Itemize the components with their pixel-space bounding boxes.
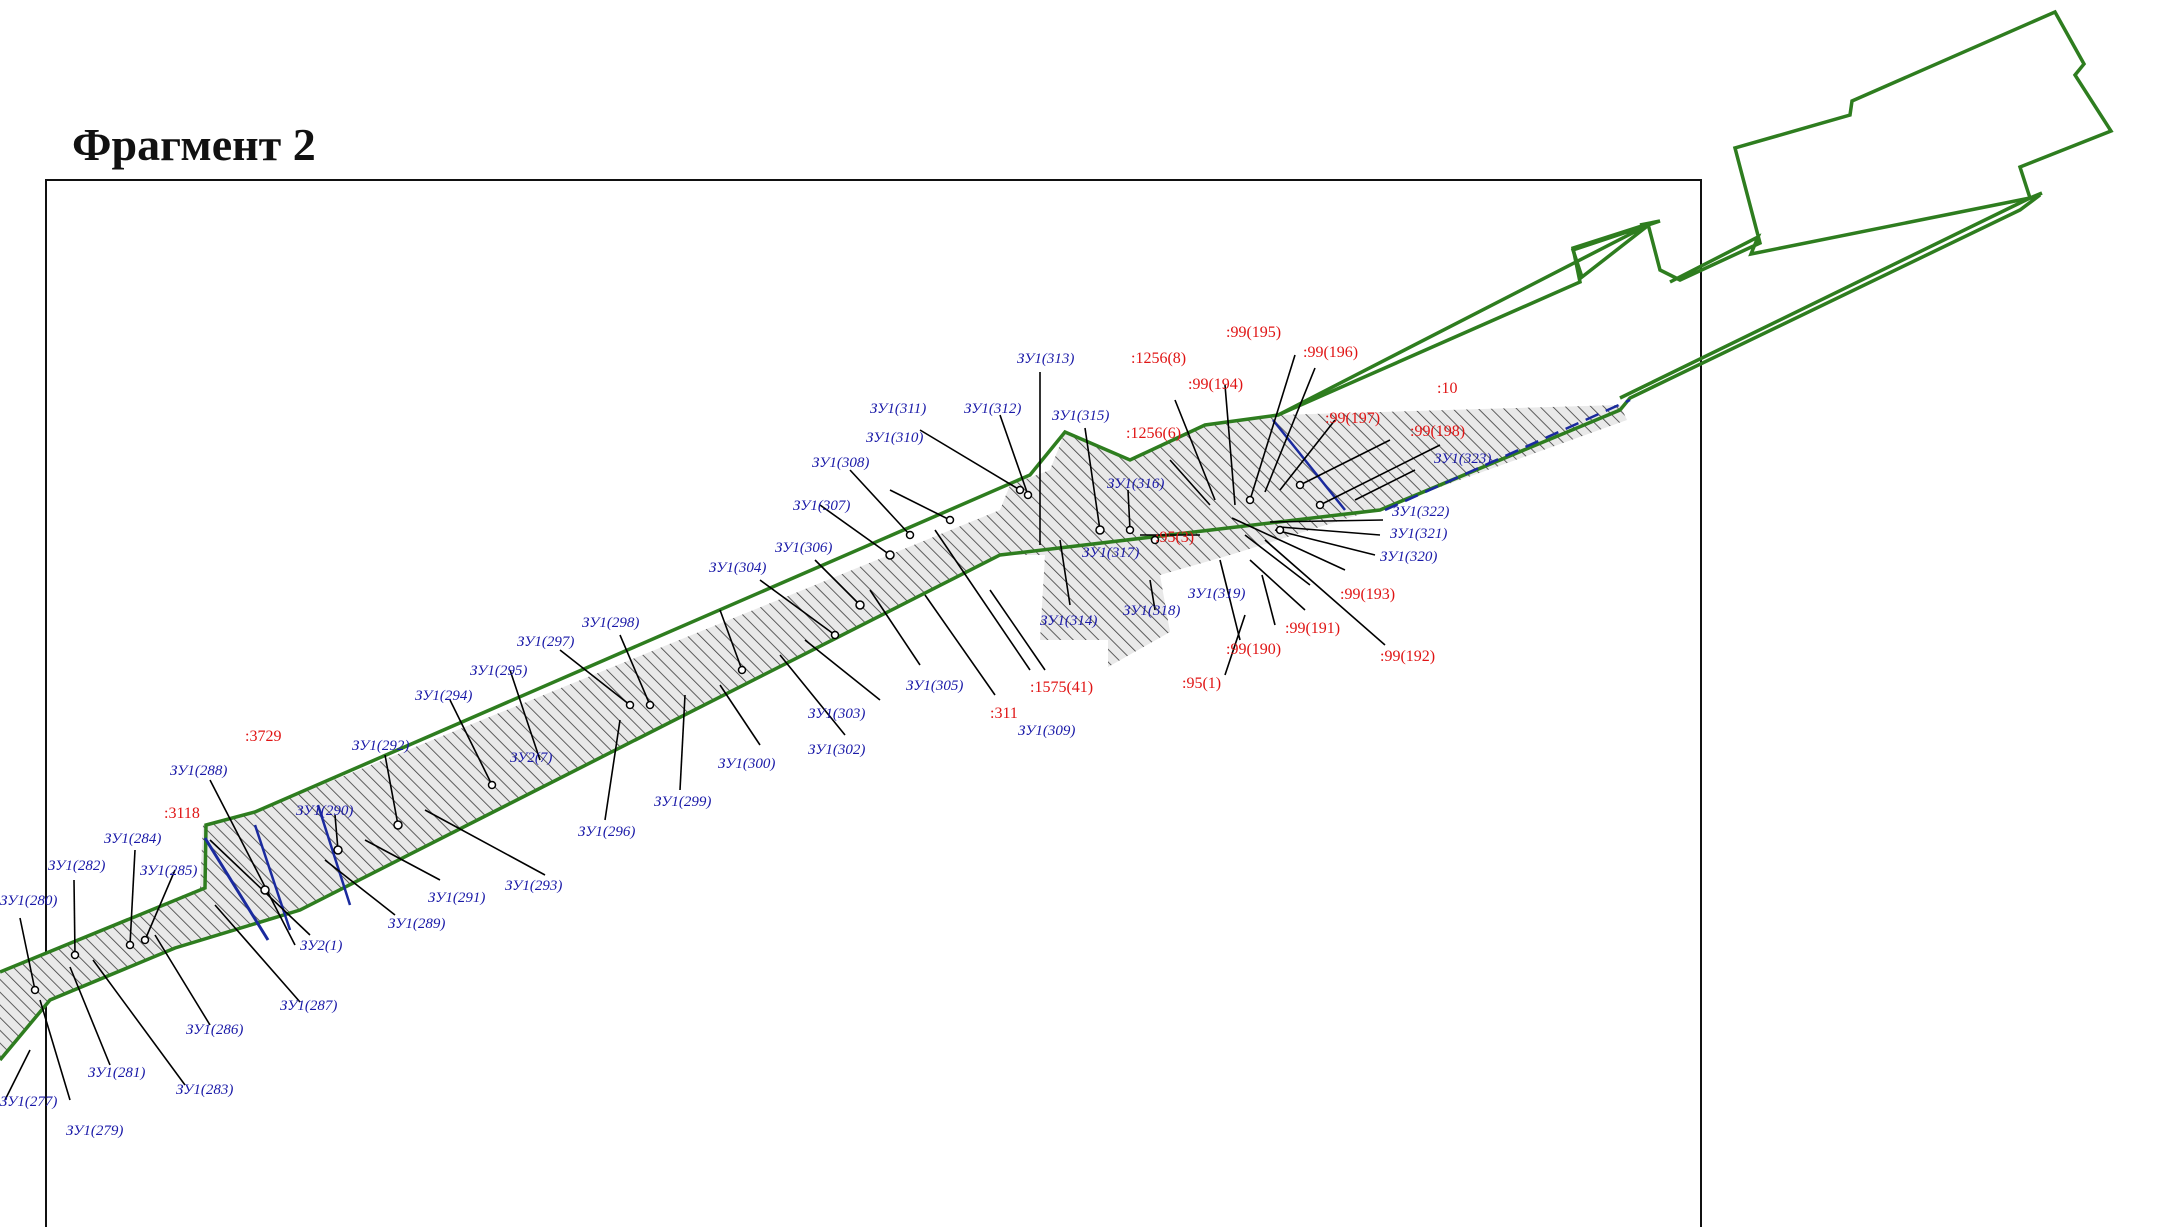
zu-label: ЗУ1(282): [48, 858, 105, 874]
cadastral-label: :10: [1437, 380, 1457, 397]
cadastral-label: :99(198): [1410, 423, 1465, 440]
zu-label: ЗУ1(290): [296, 803, 353, 819]
zu-label: ЗУ1(280): [0, 893, 57, 909]
zu-labels: ЗУ1(277) ЗУ1(279) ЗУ1(280) ЗУ1(281) ЗУ1(…: [0, 351, 1491, 1139]
cadastral-label: :95(3): [1155, 529, 1194, 546]
cadastral-label: :99(191): [1285, 620, 1340, 637]
zu-label: ЗУ1(281): [88, 1065, 145, 1081]
zu-label: ЗУ2(7): [510, 750, 552, 766]
fragment-frame: [45, 179, 1702, 1227]
zu-label: ЗУ1(320): [1380, 549, 1437, 565]
parcel-edge: [316, 804, 352, 906]
parcel-edge: [1384, 398, 1631, 512]
boundary-line-top: [1277, 9, 2114, 417]
zu-label: ЗУ1(284): [104, 831, 161, 847]
cadastral-label: :3729: [245, 728, 281, 745]
zu-label: ЗУ1(297): [517, 634, 574, 650]
zu-label: ЗУ1(305): [906, 678, 963, 694]
zu-label: ЗУ1(317): [1082, 545, 1139, 561]
zu-label: ЗУ1(313): [1017, 351, 1074, 367]
cadastral-label: :99(194): [1188, 376, 1243, 393]
zu-label: ЗУ1(293): [505, 878, 562, 894]
zu-label: ЗУ1(321): [1390, 526, 1447, 542]
cadastral-label: :1256(6): [1126, 425, 1181, 442]
zu-label: ЗУ1(291): [428, 890, 485, 906]
cadastral-label: :3118: [164, 805, 200, 822]
zu-label: ЗУ2(1): [300, 938, 342, 954]
zu-label: ЗУ1(323): [1434, 451, 1491, 467]
zu-label: ЗУ1(307): [793, 498, 850, 514]
zu-label: ЗУ1(295): [470, 663, 527, 679]
zu-label: ЗУ1(300): [718, 756, 775, 772]
zu-label: ЗУ1(316): [1107, 476, 1164, 492]
zu-label: ЗУ1(299): [654, 794, 711, 810]
parcel-edge: [1272, 419, 1346, 511]
zu-label: ЗУ1(304): [709, 560, 766, 576]
zu-label: ЗУ1(277): [0, 1094, 57, 1110]
hatched-parcel-strip: [0, 405, 1627, 1060]
zu-label: ЗУ1(302): [808, 742, 865, 758]
cadastral-label: :99(195): [1226, 324, 1281, 341]
zu-label: ЗУ1(286): [186, 1022, 243, 1038]
cadastral-label: :311: [990, 705, 1018, 722]
zu-label: ЗУ1(319): [1188, 586, 1245, 602]
cadastral-label: :1575(41): [1030, 679, 1093, 696]
cadastral-label: :99(193): [1340, 586, 1395, 603]
cadastral-label: :99(190): [1226, 641, 1281, 658]
boundary-outer-lower: [1619, 191, 2043, 400]
zu-label: ЗУ1(298): [582, 615, 639, 631]
zu-label: ЗУ1(279): [66, 1123, 123, 1139]
zu-label: ЗУ1(315): [1052, 408, 1109, 424]
zu-label: ЗУ1(303): [808, 706, 865, 722]
zu-label: ЗУ1(312): [964, 401, 1021, 417]
cadastral-label: :1256(8): [1131, 350, 1186, 367]
zu-label: ЗУ1(296): [578, 824, 635, 840]
fragment-title: Фрагмент 2: [72, 119, 316, 170]
cadastral-label: :95(1): [1182, 675, 1221, 692]
zu-label: ЗУ1(311): [870, 401, 926, 417]
zu-label: ЗУ1(306): [775, 540, 832, 556]
parcel-edge: [203, 837, 270, 941]
cadastral-label: :99(197): [1325, 410, 1380, 427]
zu-label: ЗУ1(318): [1123, 603, 1180, 619]
zu-label: ЗУ1(287): [280, 998, 337, 1014]
survey-points: [30, 480, 1325, 995]
boundary-line-lower: [0, 193, 2042, 1062]
zu-label: ЗУ1(314): [1040, 613, 1097, 629]
zu-label: ЗУ1(289): [388, 916, 445, 932]
cadastral-label: :99(196): [1303, 344, 1358, 361]
zu-label: ЗУ1(285): [140, 863, 197, 879]
parcel-edge: [253, 824, 292, 931]
zu-label: ЗУ1(310): [866, 430, 923, 446]
zu-label: ЗУ1(294): [415, 688, 472, 704]
zu-label: ЗУ1(283): [176, 1082, 233, 1098]
zu-label: ЗУ1(322): [1392, 504, 1449, 520]
zu-label: ЗУ1(309): [1018, 723, 1075, 739]
leader-lines: [4, 354, 1441, 1101]
cadastral-labels: :3118 :3729 :311 :1575(41) :1256(8) :125…: [164, 324, 1465, 822]
zu-label: ЗУ1(292): [352, 738, 409, 754]
cadastral-label: :99(192): [1380, 648, 1435, 665]
zu-label: ЗУ1(308): [812, 455, 869, 471]
zu-label: ЗУ1(288): [170, 763, 227, 779]
